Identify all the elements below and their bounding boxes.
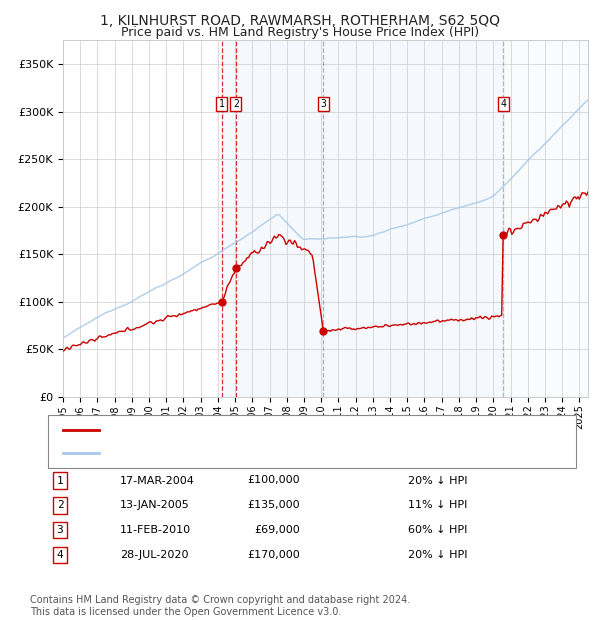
Text: HPI: Average price, detached house, Rotherham: HPI: Average price, detached house, Roth… <box>105 448 355 458</box>
Text: 2: 2 <box>233 99 239 109</box>
Text: 1: 1 <box>56 476 64 485</box>
Text: 4: 4 <box>500 99 506 109</box>
Text: 13-JAN-2005: 13-JAN-2005 <box>120 500 190 510</box>
Text: £69,000: £69,000 <box>254 525 300 535</box>
Text: £170,000: £170,000 <box>247 550 300 560</box>
Bar <box>503 40 588 397</box>
Text: 3: 3 <box>320 99 326 109</box>
Text: 20% ↓ HPI: 20% ↓ HPI <box>408 550 467 560</box>
Text: 3: 3 <box>56 525 64 535</box>
Text: 2: 2 <box>56 500 64 510</box>
Text: Contains HM Land Registry data © Crown copyright and database right 2024.
This d: Contains HM Land Registry data © Crown c… <box>30 595 410 617</box>
Text: 11% ↓ HPI: 11% ↓ HPI <box>408 500 467 510</box>
Text: 17-MAR-2004: 17-MAR-2004 <box>120 476 195 485</box>
Text: Price paid vs. HM Land Registry's House Price Index (HPI): Price paid vs. HM Land Registry's House … <box>121 26 479 39</box>
Bar <box>221 40 503 397</box>
Text: 11-FEB-2010: 11-FEB-2010 <box>120 525 191 535</box>
Text: £135,000: £135,000 <box>247 500 300 510</box>
Text: 1, KILNHURST ROAD, RAWMARSH, ROTHERHAM, S62 5QQ: 1, KILNHURST ROAD, RAWMARSH, ROTHERHAM, … <box>100 14 500 28</box>
Text: 1: 1 <box>218 99 224 109</box>
Text: 60% ↓ HPI: 60% ↓ HPI <box>408 525 467 535</box>
Text: 4: 4 <box>56 550 64 560</box>
Text: 28-JUL-2020: 28-JUL-2020 <box>120 550 188 560</box>
Text: 20% ↓ HPI: 20% ↓ HPI <box>408 476 467 485</box>
Text: 1, KILNHURST ROAD, RAWMARSH, ROTHERHAM, S62 5QQ (detached house): 1, KILNHURST ROAD, RAWMARSH, ROTHERHAM, … <box>105 425 499 435</box>
Text: £100,000: £100,000 <box>247 476 300 485</box>
